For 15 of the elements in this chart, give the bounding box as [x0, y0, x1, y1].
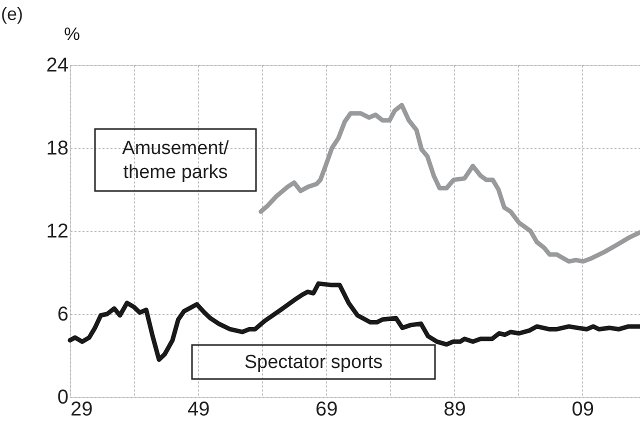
- y-tick-label: 6: [57, 304, 68, 326]
- text: Amusement/ theme parks: [122, 138, 230, 183]
- x-tick-label: 09: [572, 398, 594, 420]
- line-series: [258, 102, 640, 264]
- y-tick-label: 12: [46, 220, 68, 242]
- y-tick-label: 0: [57, 386, 68, 408]
- x-tick-label: 69: [316, 398, 338, 420]
- x-tick-label: 89: [444, 398, 466, 420]
- series-label: Spectator sports: [244, 352, 383, 373]
- chart-title: (e): [1, 4, 23, 24]
- y-axis-title: %: [64, 24, 80, 44]
- x-tick-label: 29: [70, 398, 93, 420]
- x-tick-label: 49: [187, 398, 210, 420]
- y-tick-label: 24: [46, 54, 68, 76]
- y-tick-label: 18: [46, 138, 68, 160]
